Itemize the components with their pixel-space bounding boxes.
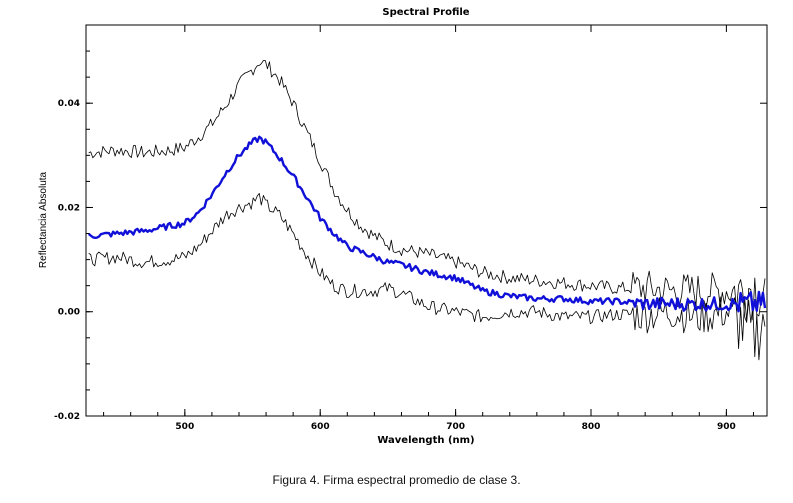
x-tick-label: 700: [446, 422, 465, 432]
y-axis-label: Reflectancia Absoluta: [38, 171, 49, 268]
series-layer: [87, 60, 767, 361]
y-tick-label: 0.00: [58, 308, 80, 318]
series-line-upper: [88, 60, 766, 323]
y-tick-label: 0.02: [58, 203, 80, 213]
x-tick-label: 800: [582, 422, 601, 432]
x-tick-label: 500: [175, 422, 194, 432]
plot-area: [85, 24, 768, 417]
chart-title: Spectral Profile: [382, 7, 469, 18]
y-tick-label: -0.02: [54, 412, 80, 422]
spectral-profile-chart: Spectral Profile -0.02 0.00 0.02 0.04 500 60…: [38, 7, 768, 446]
figure-caption: Figura 4. Firma espectral promedio de cl…: [272, 473, 521, 487]
y-tick-label: 0.04: [58, 99, 80, 109]
series-line-lower: [88, 192, 766, 361]
x-tick-label: 900: [717, 422, 736, 432]
x-tick-label: 600: [311, 422, 330, 432]
x-axis-label: Wavelength (nm): [377, 435, 474, 446]
y-axis: -0.02 0.00 0.02 0.04: [54, 24, 767, 422]
x-axis: 500 600 700 800 900: [103, 25, 754, 432]
series-line-mean: [87, 135, 767, 313]
